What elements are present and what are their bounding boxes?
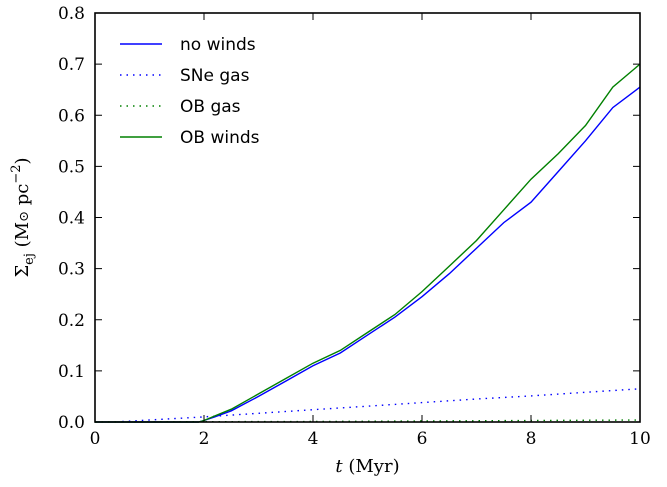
y-tick-label: 0.3 — [58, 260, 85, 280]
plot-frame — [94, 12, 641, 423]
y-tick-label: 0.6 — [58, 106, 85, 126]
x-tick-label: 6 — [417, 429, 428, 449]
y-tick-label: 0.0 — [58, 413, 85, 433]
x-tick-label: 10 — [629, 429, 651, 449]
x-axis-label: t (Myr) — [335, 456, 399, 477]
y-axis-label: Σej (M⊙ pc−2) — [9, 157, 37, 277]
x-tick-label: 0 — [90, 429, 101, 449]
x-tick-label: 8 — [526, 429, 537, 449]
y-tick-label: 0.7 — [58, 55, 85, 75]
y-tick-label: 0.2 — [58, 311, 85, 331]
x-tick-label: 2 — [199, 429, 210, 449]
axis-ticks: 0 2 4 6 8 10 0.0 0.1 0.2 0.3 0.4 0.5 0.6 0.7 0.8 — [58, 4, 651, 449]
y-tick-label: 0.8 — [58, 4, 85, 24]
series-line-no-winds — [95, 86, 641, 423]
series-line-ob-winds — [95, 63, 641, 423]
legend-label: OB winds — [180, 128, 260, 148]
legend-label: OB gas — [180, 97, 241, 117]
y-tick-label: 0.1 — [58, 362, 85, 382]
plot-lines — [94, 63, 641, 423]
series-line-sne-gas — [122, 388, 641, 423]
y-tick-label: 0.4 — [58, 209, 85, 229]
legend-label: no winds — [180, 35, 256, 55]
x-tick-label: 4 — [308, 429, 319, 449]
y-tick-label: 0.5 — [58, 157, 85, 177]
legend-label: SNe gas — [180, 66, 250, 86]
legend: no winds SNe gas OB gas OB winds — [120, 35, 260, 148]
